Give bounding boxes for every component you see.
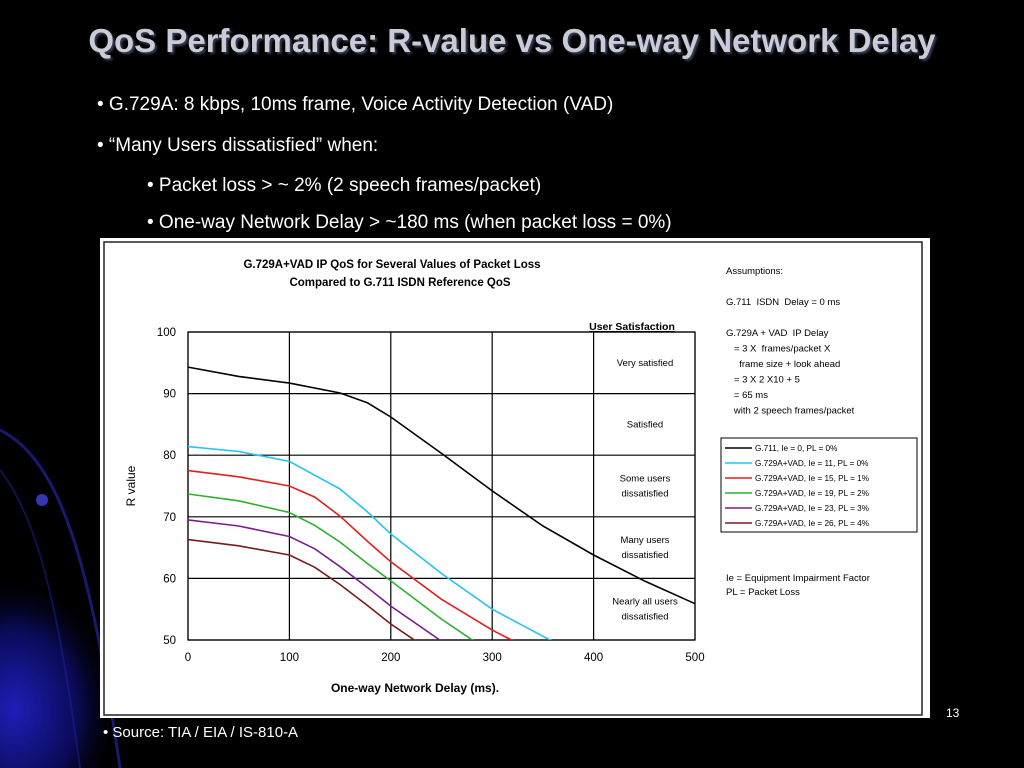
- assumptions-text: Assumptions: G.711 ISDN Delay = 0 ms G.729…: [726, 266, 855, 417]
- legend-entry: G.729A+VAD, Ie = 23, PL = 3%: [755, 504, 869, 513]
- legend-entry: G.711, Ie = 0, PL = 0%: [755, 444, 837, 453]
- assumptions-line: G.729A + VAD IP Delay: [726, 328, 829, 339]
- assumptions-line: frame size + look ahead: [726, 359, 840, 370]
- satisfaction-band-label: dissatisfied: [622, 550, 669, 561]
- series-lines: [188, 366, 695, 640]
- y-tick-label: 70: [163, 512, 176, 524]
- satisfaction-band-label: Nearly all users: [612, 597, 678, 608]
- series-line: [188, 538, 416, 640]
- satisfaction-band-label: Some users: [620, 474, 671, 485]
- legend-entry: G.729A+VAD, Ie = 11, PL = 0%: [755, 459, 868, 468]
- x-tick-label: 500: [685, 652, 704, 664]
- x-tick-label: 400: [584, 652, 603, 664]
- legend-box: [720, 437, 918, 533]
- assumptions-line: = 65 ms: [726, 390, 768, 401]
- r-value-chart: G.729A+VAD IP QoS for Several Values of …: [103, 241, 923, 716]
- y-tick-label: 80: [163, 450, 176, 462]
- x-tick-label: 0: [185, 652, 191, 664]
- assumptions-line: with 2 speech frames/packet: [726, 406, 855, 417]
- series-line: [188, 469, 514, 640]
- slide-title: QoS Performance: R-value vs One-way Netw…: [88, 22, 936, 59]
- series-line: [188, 493, 474, 640]
- satisfaction-band-labels: Very satisfied Satisfied Some users dissati…: [612, 358, 678, 623]
- satisfaction-band-label: dissatisfied: [622, 489, 669, 500]
- tick-labels: 0 100 200 300 400 500 50 60 70 80 90 100: [157, 327, 705, 664]
- note-line: Ie = Equipment Impairment Factor: [726, 573, 870, 584]
- source-note: • Source: TIA / EIA / IS-810-A: [103, 724, 299, 741]
- assumptions-line: = 3 X frames/packet X: [726, 344, 831, 355]
- x-axis-label: One-way Network Delay (ms).: [331, 681, 499, 695]
- chart-frame: G.729A+VAD IP QoS for Several Values of …: [100, 238, 930, 718]
- chart-title-line-1: G.729A+VAD IP QoS for Several Values of …: [243, 259, 540, 271]
- chart-legend: G.711, Ie = 0, PL = 0% G.729A+VAD, Ie = 1…: [725, 444, 869, 528]
- satisfaction-band-label: dissatisfied: [622, 612, 669, 623]
- assumptions-line: Assumptions:: [726, 266, 783, 277]
- assumptions-line: = 3 X 2 X10 + 5: [726, 375, 800, 386]
- x-tick-label: 300: [483, 652, 502, 664]
- y-tick-label: 50: [163, 635, 176, 647]
- satisfaction-band-label: Very satisfied: [617, 358, 674, 369]
- chart-title-line-2: Compared to G.711 ISDN Reference QoS: [289, 277, 510, 289]
- y-tick-label: 60: [163, 573, 176, 585]
- y-tick-label: 100: [157, 327, 176, 339]
- bullet-network-delay: • One-way Network Delay > ~180 ms (when …: [147, 212, 672, 233]
- x-tick-label: 200: [381, 652, 400, 664]
- satisfaction-band-label: Satisfied: [627, 419, 663, 430]
- notes-text: Ie = Equipment Impairment Factor PL = Pac…: [726, 573, 870, 598]
- page-number: 13: [946, 706, 960, 720]
- series-line: [188, 366, 695, 605]
- legend-entry: G.729A+VAD, Ie = 26, PL = 4%: [755, 519, 869, 528]
- y-axis-label: R value: [124, 465, 138, 506]
- satisfaction-band-label: Many users: [620, 535, 669, 546]
- bullet-packet-loss: • Packet loss > ~ 2% (2 speech frames/pa…: [147, 175, 542, 196]
- series-line: [188, 519, 442, 640]
- series-line: [188, 445, 552, 640]
- x-tick-label: 100: [280, 652, 299, 664]
- legend-entry: G.729A+VAD, Ie = 19, PL = 2%: [755, 489, 869, 498]
- bullet-dissatisfied: • “Many Users dissatisfied” when:: [97, 135, 379, 156]
- satisfaction-header: User Satisfaction: [589, 321, 675, 333]
- plot-area: [187, 331, 696, 641]
- legend-entry: G.729A+VAD, Ie = 15, PL = 1%: [755, 474, 869, 483]
- assumptions-line: G.711 ISDN Delay = 0 ms: [726, 297, 840, 308]
- y-tick-label: 90: [163, 389, 176, 401]
- bullet-codec: • G.729A: 8 kbps, 10ms frame, Voice Acti…: [97, 94, 614, 115]
- note-line: PL = Packet Loss: [726, 587, 800, 598]
- plot-grid: [187, 331, 696, 641]
